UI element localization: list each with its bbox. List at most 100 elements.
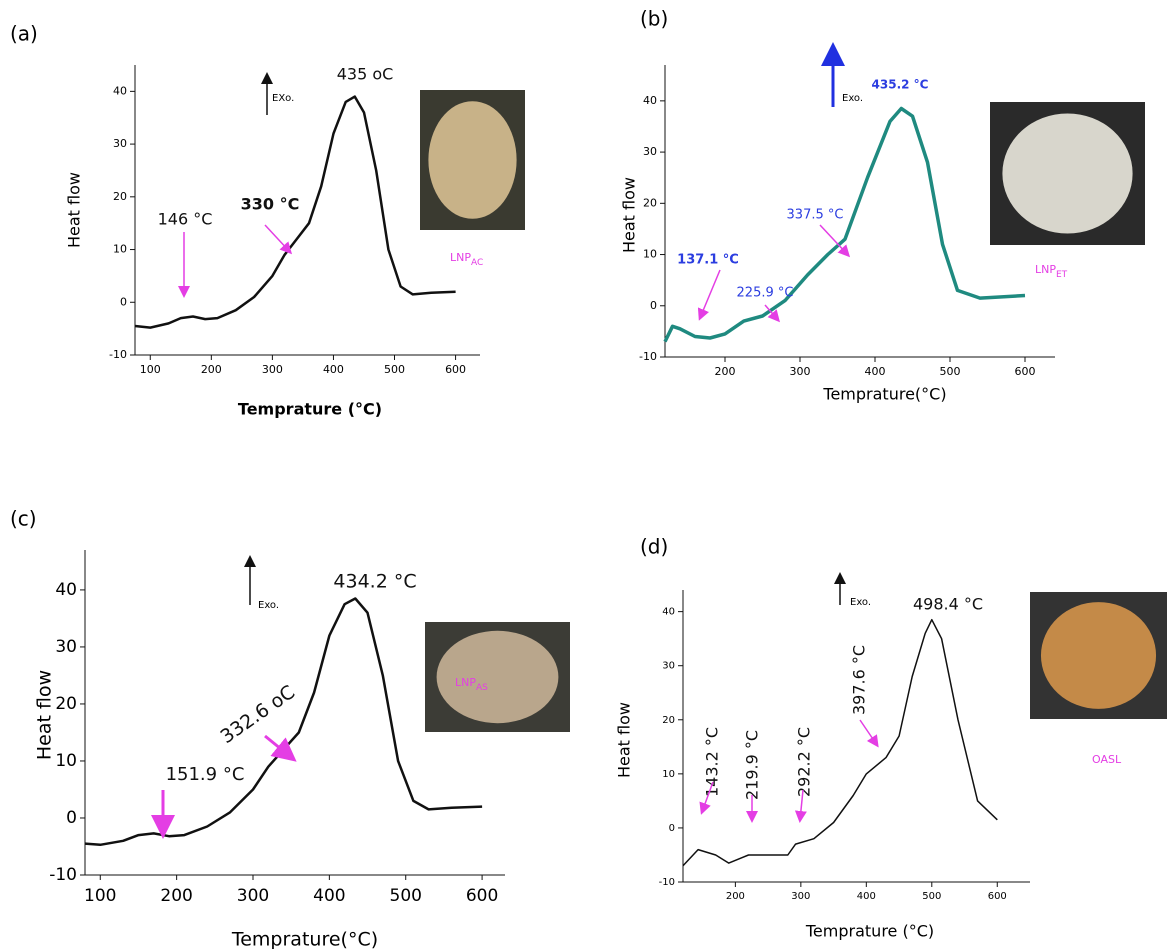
x-tick-label: 100: [84, 886, 116, 906]
x-tick-label: 400: [323, 363, 344, 376]
annotation: 330 °C: [241, 195, 300, 214]
y-tick-label: 30: [662, 661, 675, 672]
panel: (c) 100 200 300 400 500 600 -10 0 10 20 30 40 Heat fl…: [10, 507, 570, 949]
sample-subscript: AS: [476, 683, 488, 693]
x-tick-label: 200: [201, 363, 222, 376]
x-tick-label: 600: [988, 891, 1007, 902]
panel: (b) 200 300 400 500 600 -10 0 10 20 30 40 Heat flow T…: [620, 7, 1145, 404]
x-axis-label: Temprature (°C): [238, 400, 382, 419]
annotation: 137.1 °C: [677, 253, 739, 268]
annotation-arrow: [699, 781, 714, 815]
annotation-arrow: [859, 719, 879, 748]
annotation-arrow: [764, 304, 780, 323]
x-axis-label: Temprature (°C): [805, 922, 934, 941]
y-tick-label: 40: [662, 607, 675, 618]
x-tick-label: 500: [922, 891, 941, 902]
sample-photo: [1002, 113, 1133, 234]
sample-name: LNP: [1035, 263, 1056, 276]
y-tick-label: 10: [113, 243, 127, 256]
y-tick-label: -10: [639, 350, 657, 363]
x-tick-label: 500: [384, 363, 405, 376]
sample-name: OASL: [1092, 753, 1122, 766]
exo-label: Exo.: [258, 600, 279, 611]
sample-name: LNP: [450, 251, 471, 264]
panel: (a) 100 200 300 400 500 600 -10 0 10 20 30 40 Heat fl…: [10, 22, 525, 419]
panel: (d) 200 300 400 500 600 -10 0 10 20 30 40 Heat flow T…: [615, 535, 1167, 941]
y-tick-label: 40: [643, 94, 657, 107]
y-tick-label: 10: [643, 248, 657, 261]
x-tick-label: 300: [262, 363, 283, 376]
y-tick-label: 40: [55, 580, 77, 600]
y-axis-label: Heat flow: [620, 177, 639, 253]
annotation: 498.4 °C: [913, 595, 983, 614]
data-line: [663, 106, 1026, 343]
sample-photo: [1040, 602, 1157, 709]
annotation: 151.9 °C: [166, 764, 245, 785]
panel-label: (c): [10, 507, 37, 531]
annotation: 435 oC: [337, 65, 394, 84]
sample-label: LNPAC: [450, 251, 483, 268]
data-line: [84, 597, 483, 847]
x-tick-label: 200: [726, 891, 745, 902]
y-tick-label: 10: [55, 751, 77, 771]
annotation-arrow: [264, 224, 293, 255]
sample-subscript: AC: [471, 258, 483, 268]
x-tick-label: 600: [445, 363, 466, 376]
sample-photo: [428, 101, 517, 219]
annotation: 337.5 °C: [787, 208, 844, 223]
exo-label: Exo.: [850, 597, 871, 608]
x-tick-label: 300: [237, 886, 269, 906]
y-tick-label: 0: [650, 299, 657, 312]
x-tick-label: 500: [390, 886, 422, 906]
annotation: 143.2 °C: [703, 727, 722, 797]
annotation: 332.6 oC: [216, 681, 299, 748]
data-line: [134, 95, 456, 329]
sample-label: LNPET: [1035, 263, 1068, 280]
exo-label: Exo.: [842, 93, 863, 104]
annotation: 219.9 °C: [743, 730, 762, 800]
y-axis-label: Heat flow: [34, 670, 56, 760]
data-line: [682, 618, 998, 867]
y-tick-label: 30: [55, 637, 77, 657]
exo-label: EXo.: [272, 93, 294, 104]
sample-name: LNP: [455, 676, 476, 689]
annotation-arrow: [794, 789, 807, 823]
x-tick-label: 500: [940, 365, 961, 378]
y-tick-label: 10: [662, 769, 675, 780]
x-tick-label: 200: [160, 886, 192, 906]
panel-label: (a): [10, 22, 38, 46]
y-tick-label: 20: [113, 190, 127, 203]
x-tick-label: 400: [313, 886, 345, 906]
y-tick-label: 30: [113, 137, 127, 150]
y-axis-label: Heat flow: [615, 702, 634, 778]
y-tick-label: -10: [49, 865, 77, 885]
annotation-arrow: [264, 734, 297, 762]
x-tick-label: 400: [857, 891, 876, 902]
sample-label: LNPAS: [455, 676, 488, 693]
y-tick-label: 20: [55, 694, 77, 714]
x-tick-label: 200: [715, 365, 736, 378]
annotation: 435.2 °C: [872, 78, 929, 92]
y-tick-label: 40: [113, 84, 127, 97]
y-tick-label: 20: [643, 196, 657, 209]
x-tick-label: 600: [466, 886, 498, 906]
sample-subscript: ET: [1056, 270, 1068, 280]
y-tick-label: 0: [66, 808, 77, 828]
x-tick-label: 300: [790, 365, 811, 378]
x-tick-label: 100: [140, 363, 161, 376]
y-axis-label: Heat flow: [65, 172, 84, 248]
sample-photo: [436, 630, 559, 724]
y-tick-label: -10: [659, 877, 675, 888]
annotation-arrow: [819, 224, 851, 258]
y-tick-label: 0: [669, 823, 675, 834]
x-tick-label: 600: [1015, 365, 1036, 378]
annotation: 292.2 °C: [795, 727, 814, 797]
annotation-arrow: [697, 269, 721, 321]
x-axis-label: Temprature(°C): [231, 929, 378, 949]
panel-label: (b): [640, 7, 668, 31]
x-tick-label: 300: [791, 891, 810, 902]
annotation: 225.9 °C: [737, 286, 794, 301]
y-tick-label: 0: [120, 295, 127, 308]
y-tick-label: -10: [109, 348, 127, 361]
